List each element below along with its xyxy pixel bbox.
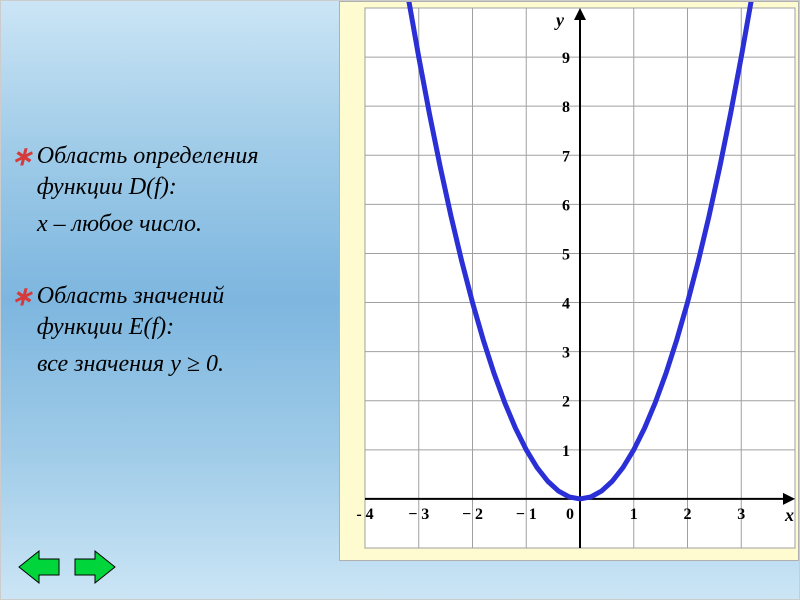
bullet-marker: ∗ <box>11 281 33 312</box>
svg-text:1: 1 <box>630 506 638 523</box>
svg-text:5: 5 <box>562 246 570 263</box>
svg-text:− 1: − 1 <box>516 506 537 523</box>
bullet-title-line: Область определения <box>37 143 259 169</box>
svg-text:− 2: − 2 <box>462 506 483 523</box>
svg-text:3: 3 <box>562 345 570 362</box>
arrow-right-icon <box>73 547 117 587</box>
svg-text:0: 0 <box>566 506 574 523</box>
nav-arrows <box>17 547 117 587</box>
svg-text:3: 3 <box>737 506 745 523</box>
svg-text:x: x <box>784 505 794 525</box>
svg-text:2: 2 <box>684 506 692 523</box>
arrow-left-icon <box>17 547 61 587</box>
parabola-chart: - 4 − 3 − 2 − 1 0 1 2 3 1 2 3 4 5 6 7 8 9 x y <box>340 2 800 562</box>
bullet-item: ∗ Область значений функции Е(f): все зна… <box>11 281 321 381</box>
bullet-sub: х – любое число. <box>37 209 321 240</box>
svg-text:1: 1 <box>562 443 570 460</box>
prev-button[interactable] <box>17 547 61 587</box>
chart-panel: - 4 − 3 − 2 − 1 0 1 2 3 1 2 3 4 5 6 7 8 9 x y <box>339 1 799 561</box>
svg-text:4: 4 <box>562 296 570 313</box>
bullet-title: Область значений функции Е(f): <box>37 281 224 343</box>
svg-text:y: y <box>554 10 565 30</box>
svg-text:8: 8 <box>562 99 570 116</box>
svg-text:− 3: − 3 <box>408 506 429 523</box>
bullet-marker: ∗ <box>11 141 33 172</box>
bullet-title-line: функции D(f): <box>37 174 177 200</box>
bullet-title-line: функции Е(f): <box>37 314 174 340</box>
svg-text:6: 6 <box>562 197 570 214</box>
svg-text:2: 2 <box>562 394 570 411</box>
text-panel: ∗ Область определения функции D(f): х – … <box>1 131 341 430</box>
slide: ∗ Область определения функции D(f): х – … <box>0 0 800 600</box>
svg-text:7: 7 <box>562 148 570 165</box>
next-button[interactable] <box>73 547 117 587</box>
bullet-sub: все значения у ≥ 0. <box>37 349 321 380</box>
bullet-title-line: Область значений <box>37 283 224 309</box>
svg-text:9: 9 <box>562 50 570 67</box>
svg-text:- 4: - 4 <box>356 506 373 523</box>
bullet-item: ∗ Область определения функции D(f): х – … <box>11 141 321 241</box>
bullet-title: Область определения функции D(f): <box>37 141 259 203</box>
